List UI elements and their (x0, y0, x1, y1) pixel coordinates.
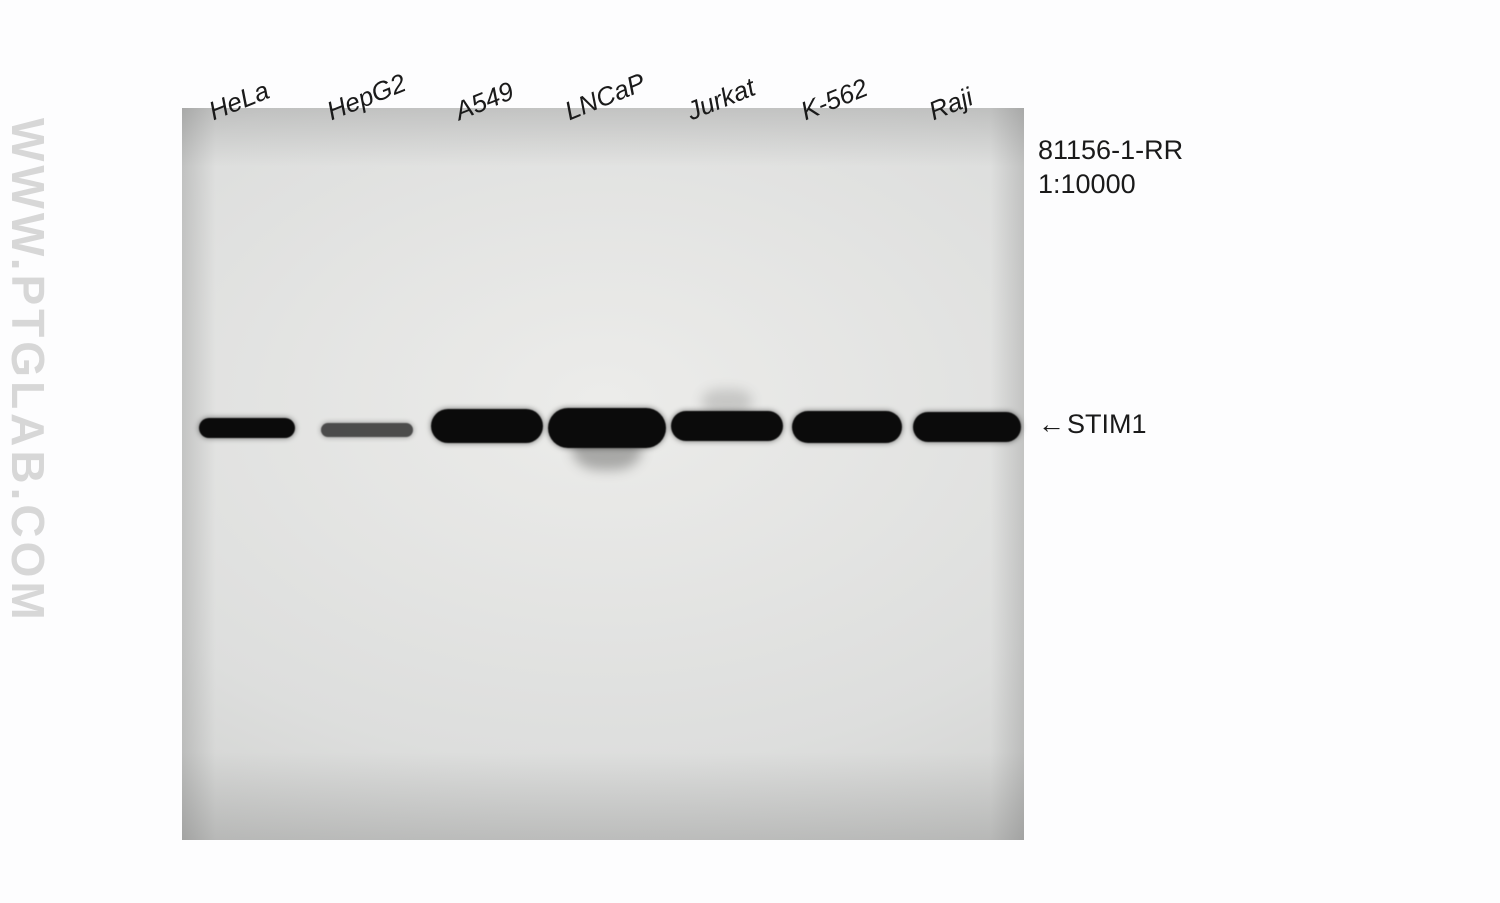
band-stim1-label: ←STIM1 (1038, 409, 1147, 440)
band (913, 412, 1021, 442)
band-target-name: STIM1 (1067, 409, 1147, 439)
band (431, 409, 543, 443)
band (548, 408, 666, 448)
blot-membrane (182, 108, 1024, 840)
band (199, 418, 295, 438)
blot-background (182, 108, 1024, 840)
watermark-text: WWW.PTGLAB.COM (1, 118, 55, 624)
arrow-left-icon: ← (1038, 409, 1065, 440)
band (321, 423, 413, 437)
band (671, 411, 783, 441)
antibody-dilution: 1:10000 (1038, 169, 1136, 200)
band (792, 411, 902, 443)
antibody-id: 81156-1-RR (1038, 135, 1183, 166)
figure-canvas: WWW.PTGLAB.COM HeLaHepG2A549LNCaPJurkatK… (0, 0, 1500, 903)
